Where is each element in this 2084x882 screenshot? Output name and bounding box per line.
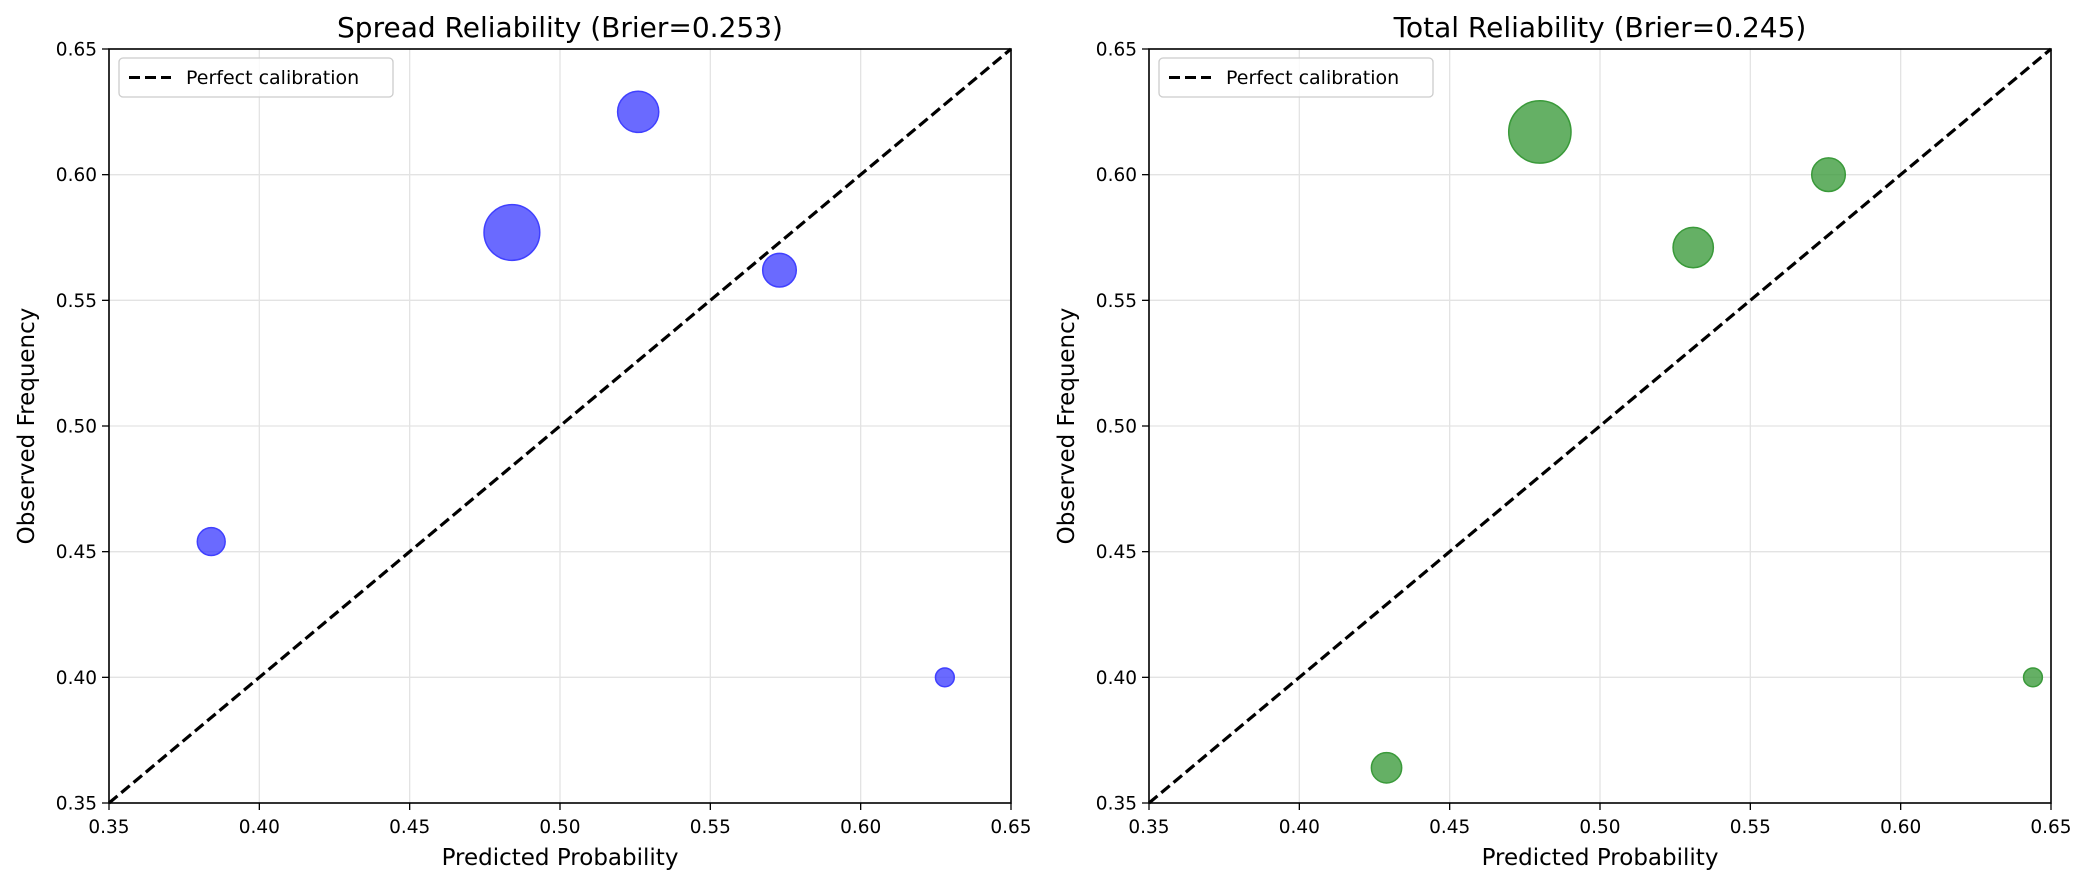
y-axis-label: Observed Frequency bbox=[1054, 308, 1080, 545]
y-tick-label: 0.45 bbox=[56, 542, 97, 563]
tick-marks: 0.35 0.40 0.45 0.50 0.55 0.60 0.65 0.35 0.40 0.45… bbox=[56, 40, 1032, 839]
x-tick-label: 0.65 bbox=[2030, 817, 2071, 838]
y-tick-label: 0.55 bbox=[56, 291, 97, 312]
y-tick-label: 0.50 bbox=[56, 417, 97, 438]
x-tick-label: 0.40 bbox=[1279, 817, 1320, 838]
y-tick-label: 0.65 bbox=[56, 40, 97, 61]
data-point bbox=[761, 252, 798, 288]
x-tick-label: 0.35 bbox=[1128, 817, 1169, 838]
x-tick-label: 0.45 bbox=[389, 817, 430, 838]
legend-box bbox=[118, 57, 394, 98]
y-tick-label: 0.50 bbox=[1096, 417, 1137, 438]
data-point bbox=[196, 526, 226, 557]
tick-marks: 0.35 0.40 0.45 0.50 0.55 0.60 0.65 0.35 0.40 0.45… bbox=[1096, 40, 2072, 839]
data-points bbox=[1370, 100, 2044, 784]
y-tick-label: 0.65 bbox=[1096, 40, 1137, 61]
data-point bbox=[934, 667, 955, 688]
y-tick-label: 0.35 bbox=[1096, 794, 1137, 815]
x-tick-label: 0.35 bbox=[88, 817, 129, 838]
data-point bbox=[1507, 100, 1572, 164]
x-tick-label: 0.50 bbox=[539, 817, 580, 838]
data-point bbox=[616, 90, 660, 134]
x-tick-label: 0.40 bbox=[239, 817, 280, 838]
chart-title: Spread Reliability (Brier=0.253) bbox=[337, 11, 783, 44]
x-tick-label: 0.50 bbox=[1579, 817, 1620, 838]
x-tick-label: 0.55 bbox=[1730, 817, 1771, 838]
data-point bbox=[1370, 751, 1403, 784]
y-tick-label: 0.35 bbox=[56, 794, 97, 815]
reference-line-layer bbox=[1147, 47, 2053, 805]
x-axis-label: Predicted Probability bbox=[442, 845, 679, 871]
reference-line-layer bbox=[107, 47, 1013, 805]
legend-label: Perfect calibration bbox=[1226, 67, 1399, 89]
y-tick-label: 0.55 bbox=[1096, 291, 1137, 312]
legend-box bbox=[1158, 57, 1434, 98]
x-tick-label: 0.60 bbox=[840, 817, 881, 838]
legend: Perfect calibration bbox=[118, 57, 394, 98]
legend: Perfect calibration bbox=[1158, 57, 1434, 98]
y-tick-label: 0.40 bbox=[56, 668, 97, 689]
y-axis-label: Observed Frequency bbox=[14, 308, 40, 545]
chart-title: Total Reliability (Brier=0.245) bbox=[1393, 11, 1807, 44]
perfect-calibration-line bbox=[1147, 47, 2053, 805]
legend-label: Perfect calibration bbox=[186, 67, 359, 89]
data-point bbox=[1672, 226, 1715, 269]
y-tick-label: 0.45 bbox=[1096, 542, 1137, 563]
spread-reliability-panel: 0.35 0.40 0.45 0.50 0.55 0.60 0.65 0.35 0.40 0.45… bbox=[14, 11, 1032, 871]
y-tick-label: 0.40 bbox=[1096, 668, 1137, 689]
perfect-calibration-line bbox=[107, 47, 1013, 805]
data-point bbox=[483, 203, 541, 262]
x-tick-label: 0.60 bbox=[1880, 817, 1921, 838]
x-tick-label: 0.55 bbox=[690, 817, 731, 838]
x-axis-label: Predicted Probability bbox=[1482, 845, 1719, 871]
y-tick-label: 0.60 bbox=[56, 165, 97, 186]
plot-frame bbox=[108, 48, 1012, 804]
total-reliability-panel: 0.35 0.40 0.45 0.50 0.55 0.60 0.65 0.35 0.40 0.45… bbox=[1054, 11, 2072, 871]
x-tick-label: 0.45 bbox=[1429, 817, 1470, 838]
y-tick-label: 0.60 bbox=[1096, 165, 1137, 186]
x-tick-label: 0.65 bbox=[990, 817, 1031, 838]
data-point bbox=[2022, 667, 2044, 688]
plot-frame bbox=[1148, 48, 2052, 804]
data-points bbox=[196, 90, 955, 688]
data-point bbox=[1810, 157, 1847, 193]
